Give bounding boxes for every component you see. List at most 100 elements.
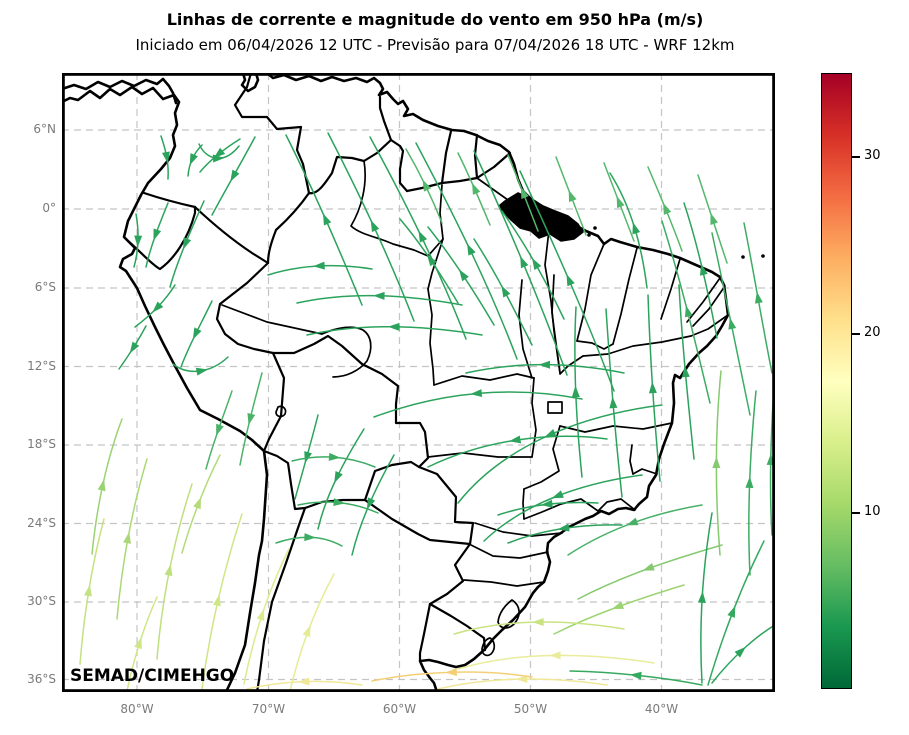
colorbar-tick-label: 20 [864,325,881,340]
streamline-arrow-icon [427,254,437,267]
streamline [369,136,467,340]
streamline-arrow-icon [611,601,625,610]
streamline-arrow-icon [153,228,162,241]
streamline-arrow-icon [370,219,380,233]
wind-streamlines [79,132,775,692]
island-dot [587,233,591,237]
streamline-arrow-icon [472,182,481,195]
streamline-arrow-icon [297,677,310,686]
streamline-arrow-icon [532,617,544,626]
streamline-arrow-icon [134,637,142,650]
streamline-arrow-icon [648,381,657,394]
streamline-arrow-icon [422,179,432,192]
streamline-arrow-icon [684,305,693,318]
streamline-arrow-icon [193,497,202,510]
island-dot [761,254,765,258]
map-title: Linhas de corrente e magnitude do vento … [166,10,704,29]
streamline [317,428,365,530]
colorbar-tick [852,156,860,158]
streamline [181,454,221,554]
streamline-arrow-icon [699,263,708,276]
lat-tick-label: 12°S [27,358,56,373]
streamline-arrow-icon [501,285,511,298]
streamline [553,584,685,635]
streamline-arrow-icon [557,523,570,532]
streamline [567,504,703,556]
streamline-arrow-icon [663,202,672,215]
streamline-arrow-icon [333,498,346,507]
streamline-arrow-icon [334,470,343,484]
colorbar-tick-label: 10 [864,504,881,519]
colorbar [821,73,852,689]
streamline-arrow-icon [515,674,528,683]
streamline-arrow-icon [544,428,557,438]
streamline-arrow-icon [467,243,476,256]
streamline-arrow-icon [538,360,550,369]
streamline-arrow-icon [247,412,256,426]
streamline [134,284,176,328]
streamline-arrow-icon [629,671,642,680]
streamline-arrow-icon [256,608,265,621]
streamline-arrow-icon [754,291,763,304]
streamline [156,483,193,660]
streamline [707,540,765,686]
streamline-arrow-icon [568,189,577,203]
streamline [609,172,648,289]
streamline [79,518,105,665]
streamline-arrow-icon [216,423,224,436]
streamline-arrow-icon [728,317,737,330]
streamline-arrow-icon [532,258,542,270]
lon-tick-label: 40°W [644,702,679,716]
streamline-arrow-icon [134,235,143,248]
watermark-label: SEMAD/CIMEHGO [70,666,234,686]
streamline-arrow-icon [328,452,341,461]
streamline-arrow-icon [161,151,170,164]
island-dots [587,226,765,259]
streamline [289,573,335,692]
streamline-arrow-icon [212,154,225,163]
streamline-arrow-icon [302,624,311,638]
island-dot [741,255,745,259]
map-svg: SEMAD/CIMEHGO [61,72,776,693]
streamline [577,544,723,600]
streamline-arrow-icon [509,435,522,444]
streamline-arrow-icon [84,584,92,597]
streamline [116,458,148,620]
streamline-arrow-icon [459,269,469,282]
streamline-arrow-icon [470,389,483,398]
lon-tick-label: 70°W [251,702,286,716]
streamline-arrow-icon [540,499,553,508]
streamline-arrow-icon [697,591,706,603]
streamline [711,624,775,684]
streamline-arrow-icon [727,605,736,618]
streamline-arrow-icon [712,456,721,468]
lat-tick-label: 24°S [27,515,56,530]
streamline-arrow-icon [520,256,529,269]
colorbar-tick [852,512,860,514]
streamline-arrow-icon [681,365,690,378]
lat-tick-label: 36°S [27,671,56,686]
island-dot [593,226,597,230]
streamline-arrow-icon [97,479,106,492]
streamline [91,418,123,555]
lat-tick-label: 0° [42,201,56,215]
lat-tick-label: 30°S [27,594,56,608]
lon-tick-label: 60°W [382,702,417,716]
streamline-arrow-icon [734,646,746,658]
lat-tick-label: 6°S [34,280,56,294]
lat-tick-label: 18°S [27,437,56,451]
map-panel: SEMAD/CIMEHGO [61,72,776,693]
streamline-arrow-icon [183,237,192,250]
streamline-arrow-icon [195,367,208,376]
streamline-arrow-icon [745,476,754,489]
streamline-arrow-icon [626,517,639,526]
map-subtitle: Iniciado em 06/04/2026 12 UTC - Previsão… [135,36,735,54]
streamline-arrow-icon [445,668,457,677]
streamline-arrow-icon [566,274,575,287]
streamline-arrow-icon [520,186,529,200]
lon-tick-label: 50°W [513,702,548,716]
streamline-arrow-icon [213,147,226,159]
streamline [373,391,583,418]
streamline-arrow-icon [418,230,428,243]
